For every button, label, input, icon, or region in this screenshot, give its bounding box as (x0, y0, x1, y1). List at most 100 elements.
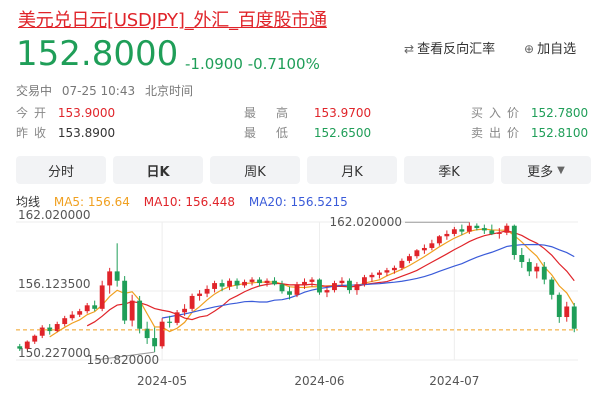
change-percent: -0.7100% (247, 55, 320, 73)
add-watchlist-label: 加自选 (537, 42, 577, 57)
candle-body (302, 281, 307, 286)
candle-body (347, 280, 352, 291)
candle-body (459, 229, 465, 232)
candle-body (294, 285, 300, 295)
price-change: -1.0900 -0.7100% (185, 55, 320, 73)
ma-legend: 均线 MA5: 156.64 MA10: 156.448 MA20: 156.5… (16, 193, 358, 210)
candle-body (362, 277, 367, 285)
candle-body (114, 271, 120, 281)
candle-body (219, 283, 225, 287)
candle-body (444, 233, 450, 237)
candle-body (227, 280, 232, 287)
legend-ma10: MA10: 156.448 (143, 195, 236, 209)
candle-body (354, 284, 360, 291)
min-price-label: 150.820000 (87, 353, 160, 367)
swap-icon: ⇄ (404, 42, 415, 56)
candle-body (32, 335, 38, 342)
candle-body (549, 279, 555, 295)
y-tick-label: 156.123500 (18, 277, 91, 291)
period-tabs: 分时 日K 周K 月K 季K 更多 ▼ (16, 156, 591, 184)
candle-body (84, 305, 90, 312)
reverse-rate-button[interactable]: ⇄ 查看反向汇率 (404, 38, 495, 57)
candle-body (339, 280, 345, 284)
candle-body (474, 225, 480, 229)
candle-body (504, 225, 510, 233)
stat-high: 最高 153.9700 (244, 104, 371, 121)
candle-body (511, 225, 517, 255)
candle-body (414, 250, 420, 257)
tab-quarterly-k[interactable]: 季K (404, 156, 494, 184)
add-watchlist-button[interactable]: ⊕ 加自选 (524, 38, 576, 57)
y-tick-label: 162.020000 (18, 210, 91, 222)
max-price-label: 162.020000 (329, 215, 402, 229)
candle-body (47, 327, 53, 332)
quote-stats: 今开 153.9000 昨收 153.8900 最高 153.9700 最低 1… (16, 104, 589, 148)
candle-body (204, 288, 210, 294)
stat-ask-value: 152.8100 (530, 126, 589, 140)
candle-body (152, 338, 158, 347)
stat-bid-value: 152.7800 (530, 106, 589, 120)
candle-body (129, 300, 135, 321)
candle-body (279, 284, 285, 292)
tab-monthly-k[interactable]: 月K (307, 156, 397, 184)
stat-prev-value: 153.8900 (57, 126, 116, 140)
candle-body (257, 279, 262, 284)
change-value: -1.0900 (185, 55, 243, 73)
candle-body (77, 311, 83, 315)
candle-body (107, 271, 113, 286)
candle-body (242, 281, 247, 286)
candle-body (39, 327, 45, 336)
candle-body (167, 321, 173, 323)
page-title[interactable]: 美元兑日元[USDJPY]_外汇_百度股市通 (18, 10, 327, 31)
x-tick-label: 2024-05 (137, 374, 187, 388)
tab-minute[interactable]: 分时 (16, 156, 106, 184)
candle-body (159, 321, 165, 347)
candle-body (234, 280, 240, 286)
candle-body (264, 280, 270, 284)
candle-body (174, 312, 180, 323)
tab-daily-k[interactable]: 日K (113, 156, 203, 184)
candle-body (212, 283, 218, 289)
reverse-rate-label: 查看反向汇率 (417, 42, 496, 57)
stat-high-label: 最高 (244, 106, 309, 120)
candle-body (69, 314, 75, 319)
candle-body (556, 294, 562, 318)
timezone: 北京时间 (144, 84, 193, 98)
stat-open-label: 今开 (16, 106, 53, 120)
candle-body (376, 272, 382, 275)
candle-body (122, 280, 128, 321)
candle-body (99, 285, 105, 309)
candle-body (182, 308, 188, 313)
candle-body (332, 283, 337, 291)
stat-prev-label: 昨收 (16, 126, 53, 140)
stat-low-label: 最低 (244, 126, 309, 140)
candle-body (189, 295, 195, 309)
candle-body (399, 260, 405, 268)
y-tick-label: 150.227000 (18, 346, 91, 360)
stat-ask: 卖出价 152.8100 (471, 124, 588, 141)
stat-low: 最低 152.6500 (244, 124, 371, 141)
current-price: 152.8000 (16, 34, 179, 74)
candle-body (564, 306, 570, 318)
stat-low-value: 152.6500 (313, 126, 372, 140)
candle-body (287, 291, 292, 295)
candle-body (406, 256, 412, 261)
candle-body (17, 346, 23, 349)
candle-body (54, 324, 60, 332)
trading-status: 交易中 07-25 10:43 北京时间 (16, 82, 199, 99)
candle-body (272, 280, 277, 285)
candle-body (541, 266, 547, 280)
legend-ma20: MA20: 156.5215 (248, 195, 348, 209)
tab-more[interactable]: 更多 ▼ (501, 156, 591, 184)
legend-ma5: MA5: 156.64 (53, 195, 130, 209)
trading-time: 07-25 10:43 (61, 84, 136, 98)
ma10-line (86, 230, 575, 327)
candle-body (451, 229, 457, 234)
candle-body (144, 328, 150, 339)
candle-body (249, 279, 255, 282)
kline-chart[interactable]: 162.020000 156.123500 150.227000 2024-05 202… (0, 210, 610, 400)
candle-body (421, 247, 427, 251)
tab-weekly-k[interactable]: 周K (210, 156, 300, 184)
trading-state: 交易中 (16, 84, 53, 98)
candle-body (496, 232, 502, 234)
